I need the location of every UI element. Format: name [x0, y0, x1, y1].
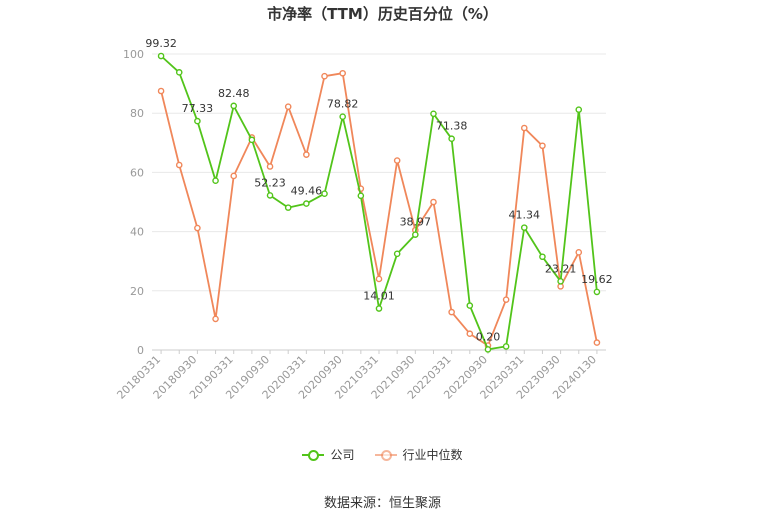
series-1-point-19	[502, 296, 510, 303]
legend: 公司 行业中位数	[0, 446, 765, 463]
data-label-24: 19.62	[581, 273, 613, 286]
y-tick-label-20: 20	[130, 285, 144, 298]
series-0-point-16	[448, 135, 455, 143]
series-1-point-17	[466, 330, 474, 338]
series-1-point-21	[539, 142, 546, 150]
series-1-point-16	[448, 308, 455, 316]
legend-company-label: 公司	[330, 448, 355, 462]
series-0-point-1	[175, 69, 183, 76]
series-1-point-24	[593, 339, 601, 346]
data-label-6: 52.23	[254, 176, 286, 189]
series-0-point-10	[339, 113, 346, 120]
series-1-point-12	[375, 275, 383, 283]
data-label-22: 23.21	[545, 262, 577, 275]
series-0-point-5	[248, 136, 256, 144]
series-0-point-9	[321, 190, 328, 198]
series-1-point-10	[339, 69, 346, 77]
legend-item-industry-median[interactable]: 行业中位数	[374, 446, 463, 463]
series-0-point-12	[375, 305, 383, 312]
series-1-point-0	[157, 87, 165, 95]
series-0-point-11	[357, 192, 365, 200]
series-0-point-23	[575, 106, 583, 113]
y-tick-label-40: 40	[130, 226, 144, 239]
data-label-14: 38.97	[400, 216, 432, 229]
legend-industry-line-icon	[374, 449, 397, 461]
series-1-point-4	[230, 172, 238, 180]
data-label-4: 82.48	[218, 87, 250, 100]
series-0-point-7	[284, 204, 292, 211]
series-1-point-3	[212, 315, 219, 323]
series-0-point-20	[520, 224, 528, 231]
series-0-point-24	[593, 288, 601, 296]
series-0-point-17	[466, 302, 474, 309]
data-label-12: 14.01	[363, 290, 395, 303]
series-1-point-1	[175, 161, 183, 169]
series-0-point-15	[430, 110, 437, 118]
series-1-point-8	[303, 151, 310, 158]
series-0-point-19	[502, 343, 510, 350]
y-tick-label-0: 0	[137, 344, 144, 357]
data-label-10: 78.82	[327, 98, 359, 111]
legend-industry-label: 行业中位数	[402, 448, 463, 462]
series-0-point-0	[157, 52, 165, 60]
series-1-point-13	[393, 157, 401, 164]
series-0-point-18	[484, 346, 492, 353]
data-label-8: 49.46	[291, 185, 323, 198]
series-1-point-6	[266, 163, 274, 170]
y-tick-label-80: 80	[130, 107, 144, 120]
y-tick-label-60: 60	[130, 166, 144, 179]
series-1-point-20	[520, 124, 528, 132]
series-0-point-22	[557, 277, 564, 285]
data-label-0: 99.32	[145, 37, 177, 50]
legend-company-line-icon	[302, 449, 325, 461]
data-label-20: 41.34	[509, 209, 541, 222]
data-label-16: 71.38	[436, 120, 468, 133]
series-1-point-15	[430, 198, 437, 206]
series-0-point-4	[230, 102, 238, 110]
series-0-point-2	[194, 117, 201, 125]
series-1-point-23	[575, 249, 583, 256]
series-0-point-13	[393, 250, 401, 258]
series-0-point-14	[412, 231, 419, 238]
y-tick-label-100: 100	[123, 48, 144, 61]
series-1-point-9	[321, 72, 328, 80]
series-0-point-3	[212, 177, 219, 184]
data-label-2: 77.33	[182, 102, 214, 115]
data-source: 数据来源：恒生聚源	[323, 496, 441, 511]
data-label-18: 0.20	[476, 330, 501, 343]
series-1-point-2	[194, 224, 201, 232]
series-0-point-6	[266, 192, 274, 199]
chart-title: 市净率（TTM）历史百分位（%）	[267, 5, 498, 23]
series-1-point-7	[284, 103, 292, 110]
series-0-point-21	[539, 253, 546, 261]
series-0-point-8	[303, 200, 310, 207]
legend-item-company[interactable]: 公司	[302, 446, 355, 463]
